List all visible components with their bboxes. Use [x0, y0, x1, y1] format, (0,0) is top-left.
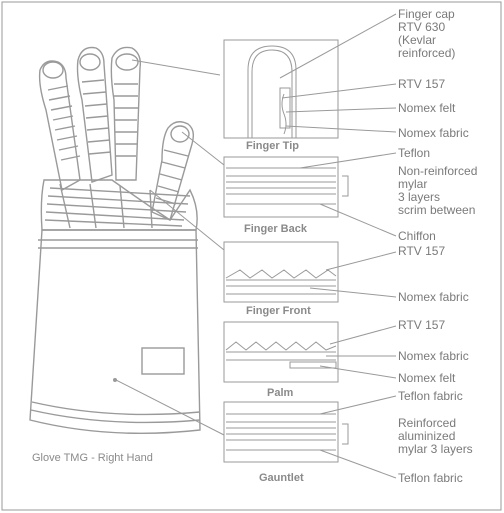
chiffon-label: Chiffon [398, 229, 436, 243]
finger-tip-panel [223, 39, 339, 139]
finger-tip-caption: Finger Tip [246, 140, 299, 152]
glove-pointer-dot [113, 378, 117, 382]
glove-illustration [29, 46, 201, 435]
mylar-label: Non-reinforced mylar 3 layers scrim betw… [398, 164, 478, 217]
nomex-fabric-label-c: Nomex fabric [398, 349, 469, 363]
rtv157-label-c: RTV 157 [398, 318, 446, 332]
nomex-felt-label-c: Nomex felt [398, 371, 456, 385]
nomex-fabric-label-a: Nomex fabric [398, 126, 469, 140]
rtv157-label-b: RTV 157 [398, 244, 446, 258]
finger-back-panel [223, 156, 339, 218]
finger-cap-label: Finger cap RTV 630 (Kevlar reinforced) [398, 7, 456, 60]
nomex-felt-label-a: Nomex felt [398, 101, 456, 115]
aluminized-mylar-label: Reinforced aluminized mylar 3 layers [398, 416, 473, 456]
glove-leaders [115, 59, 225, 436]
callout-leaders [279, 13, 397, 479]
gauntlet-panel [223, 401, 339, 463]
palm-panel [223, 321, 339, 383]
teflon-fabric-label-a: Teflon fabric [398, 389, 463, 403]
finger-back-caption: Finger Back [244, 223, 307, 235]
finger-front-panel [223, 241, 339, 303]
glove-title: Glove TMG - Right Hand [32, 452, 153, 464]
teflon-fabric-label-b: Teflon fabric [398, 471, 463, 485]
rtv157-label-a: RTV 157 [398, 77, 446, 91]
teflon-label: Teflon [398, 146, 431, 160]
gauntlet-caption: Gauntlet [259, 472, 304, 484]
palm-caption: Palm [267, 387, 294, 399]
nomex-fabric-label-b: Nomex fabric [398, 290, 469, 304]
finger-front-caption: Finger Front [246, 305, 311, 317]
